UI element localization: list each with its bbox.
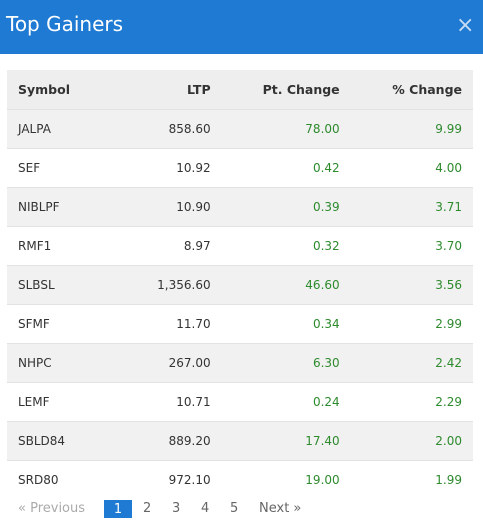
- cell-ltp: 11.70: [125, 304, 211, 344]
- gainers-table: Symbol LTP Pt. Change % Change JALPA 858…: [7, 70, 473, 499]
- cell-ltp: 1,356.60: [125, 265, 211, 305]
- close-icon[interactable]: ×: [456, 13, 475, 38]
- pagination-page-1-current[interactable]: 1: [104, 500, 132, 518]
- cell-pt-change: 0.32: [210, 226, 340, 266]
- pagination-previous-link[interactable]: « Previous: [18, 501, 86, 516]
- cell-symbol[interactable]: RMF1: [7, 226, 126, 266]
- table-row[interactable]: SRD80 972.10 19.00 1.99: [7, 460, 473, 499]
- cell-ltp: 858.60: [125, 109, 211, 149]
- cell-pt-change: 0.42: [210, 148, 340, 188]
- table-row[interactable]: SFMF 11.70 0.34 2.99: [7, 304, 473, 344]
- cell-symbol[interactable]: SFMF: [7, 304, 126, 344]
- cell-ltp: 10.71: [125, 382, 211, 422]
- cell-pct-change: 1.99: [339, 460, 473, 499]
- table-row[interactable]: NIBLPF 10.90 0.39 3.71: [7, 187, 473, 227]
- column-header-ltp[interactable]: LTP: [125, 70, 211, 110]
- table-row[interactable]: JALPA 858.60 78.00 9.99: [7, 109, 473, 149]
- cell-pt-change: 0.24: [210, 382, 340, 422]
- cell-pt-change: 46.60: [210, 265, 340, 305]
- gainers-table-container: Symbol LTP Pt. Change % Change JALPA 858…: [7, 70, 473, 499]
- cell-symbol[interactable]: SEF: [7, 148, 126, 188]
- column-header-symbol[interactable]: Symbol: [7, 70, 126, 110]
- table-row[interactable]: NHPC 267.00 6.30 2.42: [7, 343, 473, 383]
- pagination-page-2[interactable]: 2: [143, 501, 152, 516]
- column-header-pt-change[interactable]: Pt. Change: [210, 70, 340, 110]
- table-header-row: Symbol LTP Pt. Change % Change: [7, 70, 473, 110]
- modal-title: Top Gainers: [6, 12, 124, 36]
- pagination-page-3[interactable]: 3: [172, 501, 181, 516]
- cell-symbol[interactable]: SBLD84: [7, 421, 126, 461]
- cell-symbol[interactable]: LEMF: [7, 382, 126, 422]
- cell-pct-change: 4.00: [339, 148, 473, 188]
- cell-ltp: 972.10: [125, 460, 211, 499]
- pagination: « Previous 1 2 3 4 5 Next »: [0, 500, 483, 520]
- cell-pct-change: 2.00: [339, 421, 473, 461]
- cell-ltp: 10.92: [125, 148, 211, 188]
- cell-ltp: 889.20: [125, 421, 211, 461]
- cell-pt-change: 0.34: [210, 304, 340, 344]
- pagination-next-link[interactable]: Next »: [259, 501, 302, 516]
- cell-ltp: 267.00: [125, 343, 211, 383]
- cell-pt-change: 6.30: [210, 343, 340, 383]
- cell-ltp: 10.90: [125, 187, 211, 227]
- cell-symbol[interactable]: SRD80: [7, 460, 126, 499]
- cell-symbol[interactable]: SLBSL: [7, 265, 126, 305]
- cell-ltp: 8.97: [125, 226, 211, 266]
- cell-symbol[interactable]: NIBLPF: [7, 187, 126, 227]
- cell-pct-change: 3.56: [339, 265, 473, 305]
- modal-header: Top Gainers ×: [0, 0, 483, 54]
- cell-symbol[interactable]: NHPC: [7, 343, 126, 383]
- pagination-page-4[interactable]: 4: [201, 501, 210, 516]
- cell-pt-change: 19.00: [210, 460, 340, 499]
- cell-pt-change: 78.00: [210, 109, 340, 149]
- table-row[interactable]: RMF1 8.97 0.32 3.70: [7, 226, 473, 266]
- column-header-pct-change[interactable]: % Change: [339, 70, 473, 110]
- cell-pct-change: 3.71: [339, 187, 473, 227]
- cell-pct-change: 9.99: [339, 109, 473, 149]
- cell-pt-change: 0.39: [210, 187, 340, 227]
- cell-pct-change: 2.42: [339, 343, 473, 383]
- cell-symbol[interactable]: JALPA: [7, 109, 126, 149]
- pagination-page-5[interactable]: 5: [230, 501, 239, 516]
- table-row[interactable]: SBLD84 889.20 17.40 2.00: [7, 421, 473, 461]
- cell-pct-change: 3.70: [339, 226, 473, 266]
- table-row[interactable]: SLBSL 1,356.60 46.60 3.56: [7, 265, 473, 305]
- table-row[interactable]: LEMF 10.71 0.24 2.29: [7, 382, 473, 422]
- cell-pt-change: 17.40: [210, 421, 340, 461]
- cell-pct-change: 2.29: [339, 382, 473, 422]
- table-row[interactable]: SEF 10.92 0.42 4.00: [7, 148, 473, 188]
- cell-pct-change: 2.99: [339, 304, 473, 344]
